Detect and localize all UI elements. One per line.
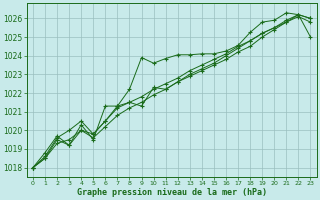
X-axis label: Graphe pression niveau de la mer (hPa): Graphe pression niveau de la mer (hPa) <box>77 188 267 197</box>
